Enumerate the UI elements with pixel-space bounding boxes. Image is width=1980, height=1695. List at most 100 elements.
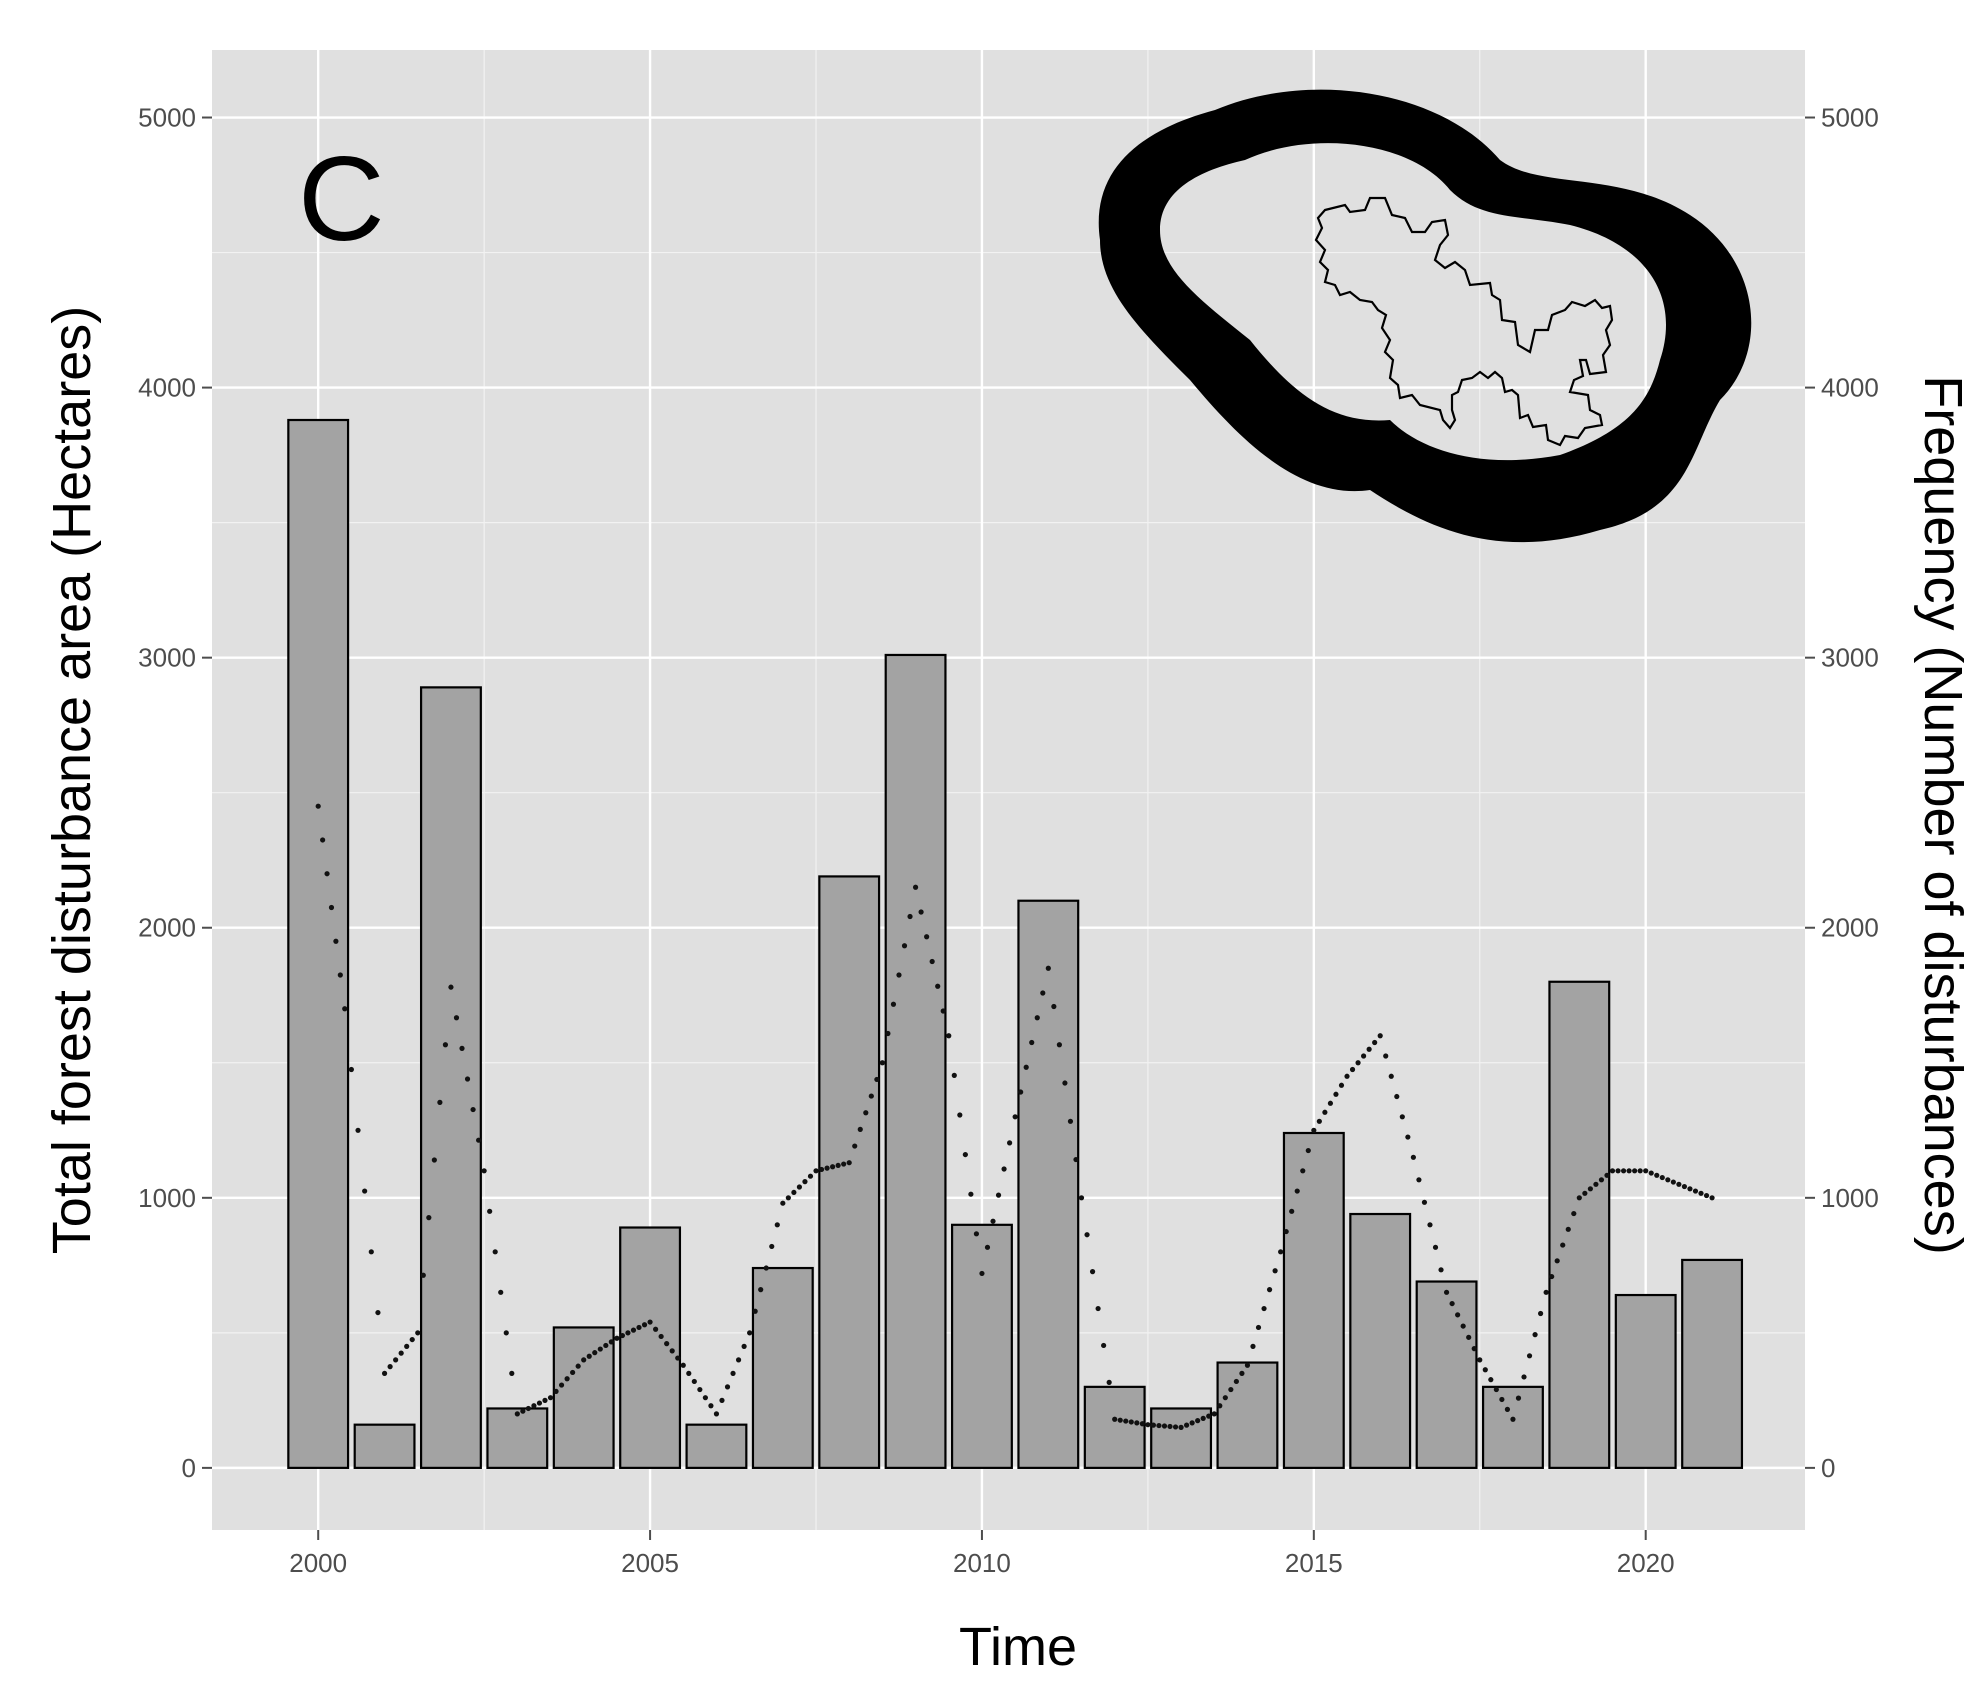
frequency-point [1344,1073,1350,1079]
frequency-point [514,1411,520,1417]
frequency-point [570,1369,576,1376]
frequency-point [1654,1172,1660,1178]
frequency-point [1521,1374,1527,1380]
frequency-point [758,1287,764,1293]
frequency-point [1172,1424,1179,1430]
frequency-point [453,1015,460,1021]
frequency-point [835,1162,841,1169]
frequency-point [802,1179,808,1185]
frequency-point [951,1072,957,1078]
frequency-point [1300,1168,1306,1174]
bar [419,686,482,1469]
frequency-point [1278,1249,1284,1255]
frequency-point [1432,1244,1439,1250]
frequency-point [614,1335,620,1341]
frequency-point [1134,1420,1140,1426]
frequency-point [857,1126,863,1132]
frequency-point [1034,1015,1040,1021]
frequency-point [1012,1114,1018,1120]
frequency-point [1681,1183,1688,1190]
frequency-point [647,1319,653,1325]
frequency-point [1250,1343,1256,1349]
frequency-point [946,1033,952,1039]
frequency-point [973,1231,980,1237]
bar [1017,899,1080,1469]
frequency-point [536,1400,543,1406]
frequency-point [1349,1066,1356,1073]
frequency-point [558,1382,565,1388]
frequency-point [901,943,908,949]
frequency-point [1200,1415,1206,1421]
frequency-point [1488,1377,1494,1383]
frequency-point [1106,1379,1112,1385]
frequency-point [1266,1287,1273,1293]
frequency-point [362,1188,368,1194]
left-tick-label: 0 [182,1453,196,1483]
inset-map [1098,89,1752,543]
frequency-point [564,1376,570,1382]
bar [685,1423,748,1469]
bars [287,418,1744,1469]
frequency-point [653,1326,659,1332]
frequency-point [924,934,930,940]
frequency-point [542,1397,548,1403]
frequency-point [1289,1208,1295,1214]
frequency-point [1377,1033,1383,1039]
frequency-point [1687,1186,1693,1192]
frequency-point [1361,1053,1367,1059]
frequency-point [586,1353,592,1359]
frequency-point [990,1218,996,1224]
frequency-point [1499,1396,1505,1403]
bar [818,875,881,1469]
frequency-point [1316,1118,1322,1124]
frequency-point [553,1388,559,1394]
frequency-point [415,1330,421,1336]
frequency-point [492,1249,498,1255]
frequency-point [907,913,913,920]
frequency-point [730,1370,736,1376]
frequency-point [409,1336,415,1343]
bar [552,1326,615,1469]
frequency-point [608,1339,614,1345]
frequency-point [1449,1300,1455,1307]
frequency-point [957,1112,963,1118]
frequency-point [852,1143,858,1149]
frequency-point [420,1272,426,1278]
frequency-point [1372,1039,1378,1046]
frequency-point [1051,1003,1057,1010]
frequency-point [520,1408,526,1414]
frequency-point [1045,965,1051,971]
frequency-point [702,1395,708,1401]
frequency-point [796,1184,803,1190]
frequency-point [747,1330,753,1336]
frequency-point [1178,1424,1184,1430]
frequency-point [1305,1147,1311,1154]
frequency-point [929,958,935,965]
bar [353,1423,416,1469]
bar [1548,980,1611,1469]
frequency-point [1538,1310,1544,1317]
frequency-point [1228,1386,1234,1393]
frequency-point [1609,1168,1616,1174]
frequency-point [1416,1177,1422,1183]
frequency-point [1477,1357,1483,1363]
frequency-point [1665,1177,1671,1183]
frequency-point [824,1165,830,1171]
frequency-point [1604,1172,1610,1178]
bar [751,1266,814,1469]
frequency-point [1427,1222,1433,1228]
right-tick-label: 2000 [1821,913,1879,943]
bar [1614,1293,1677,1469]
left-tick-label: 5000 [138,103,196,133]
frequency-point [1089,1269,1096,1275]
frequency-point [885,1030,891,1037]
x-axis-title: Time [959,1617,1077,1677]
frequency-point [342,1006,348,1012]
frequency-point [1698,1190,1704,1196]
frequency-point [1471,1346,1477,1352]
frequency-point [697,1386,703,1393]
frequency-point [1466,1334,1472,1340]
y-axis-title: Total forest disturbance area (Hectares) [42,306,102,1254]
bar [1349,1212,1412,1469]
frequency-point [1167,1423,1173,1430]
